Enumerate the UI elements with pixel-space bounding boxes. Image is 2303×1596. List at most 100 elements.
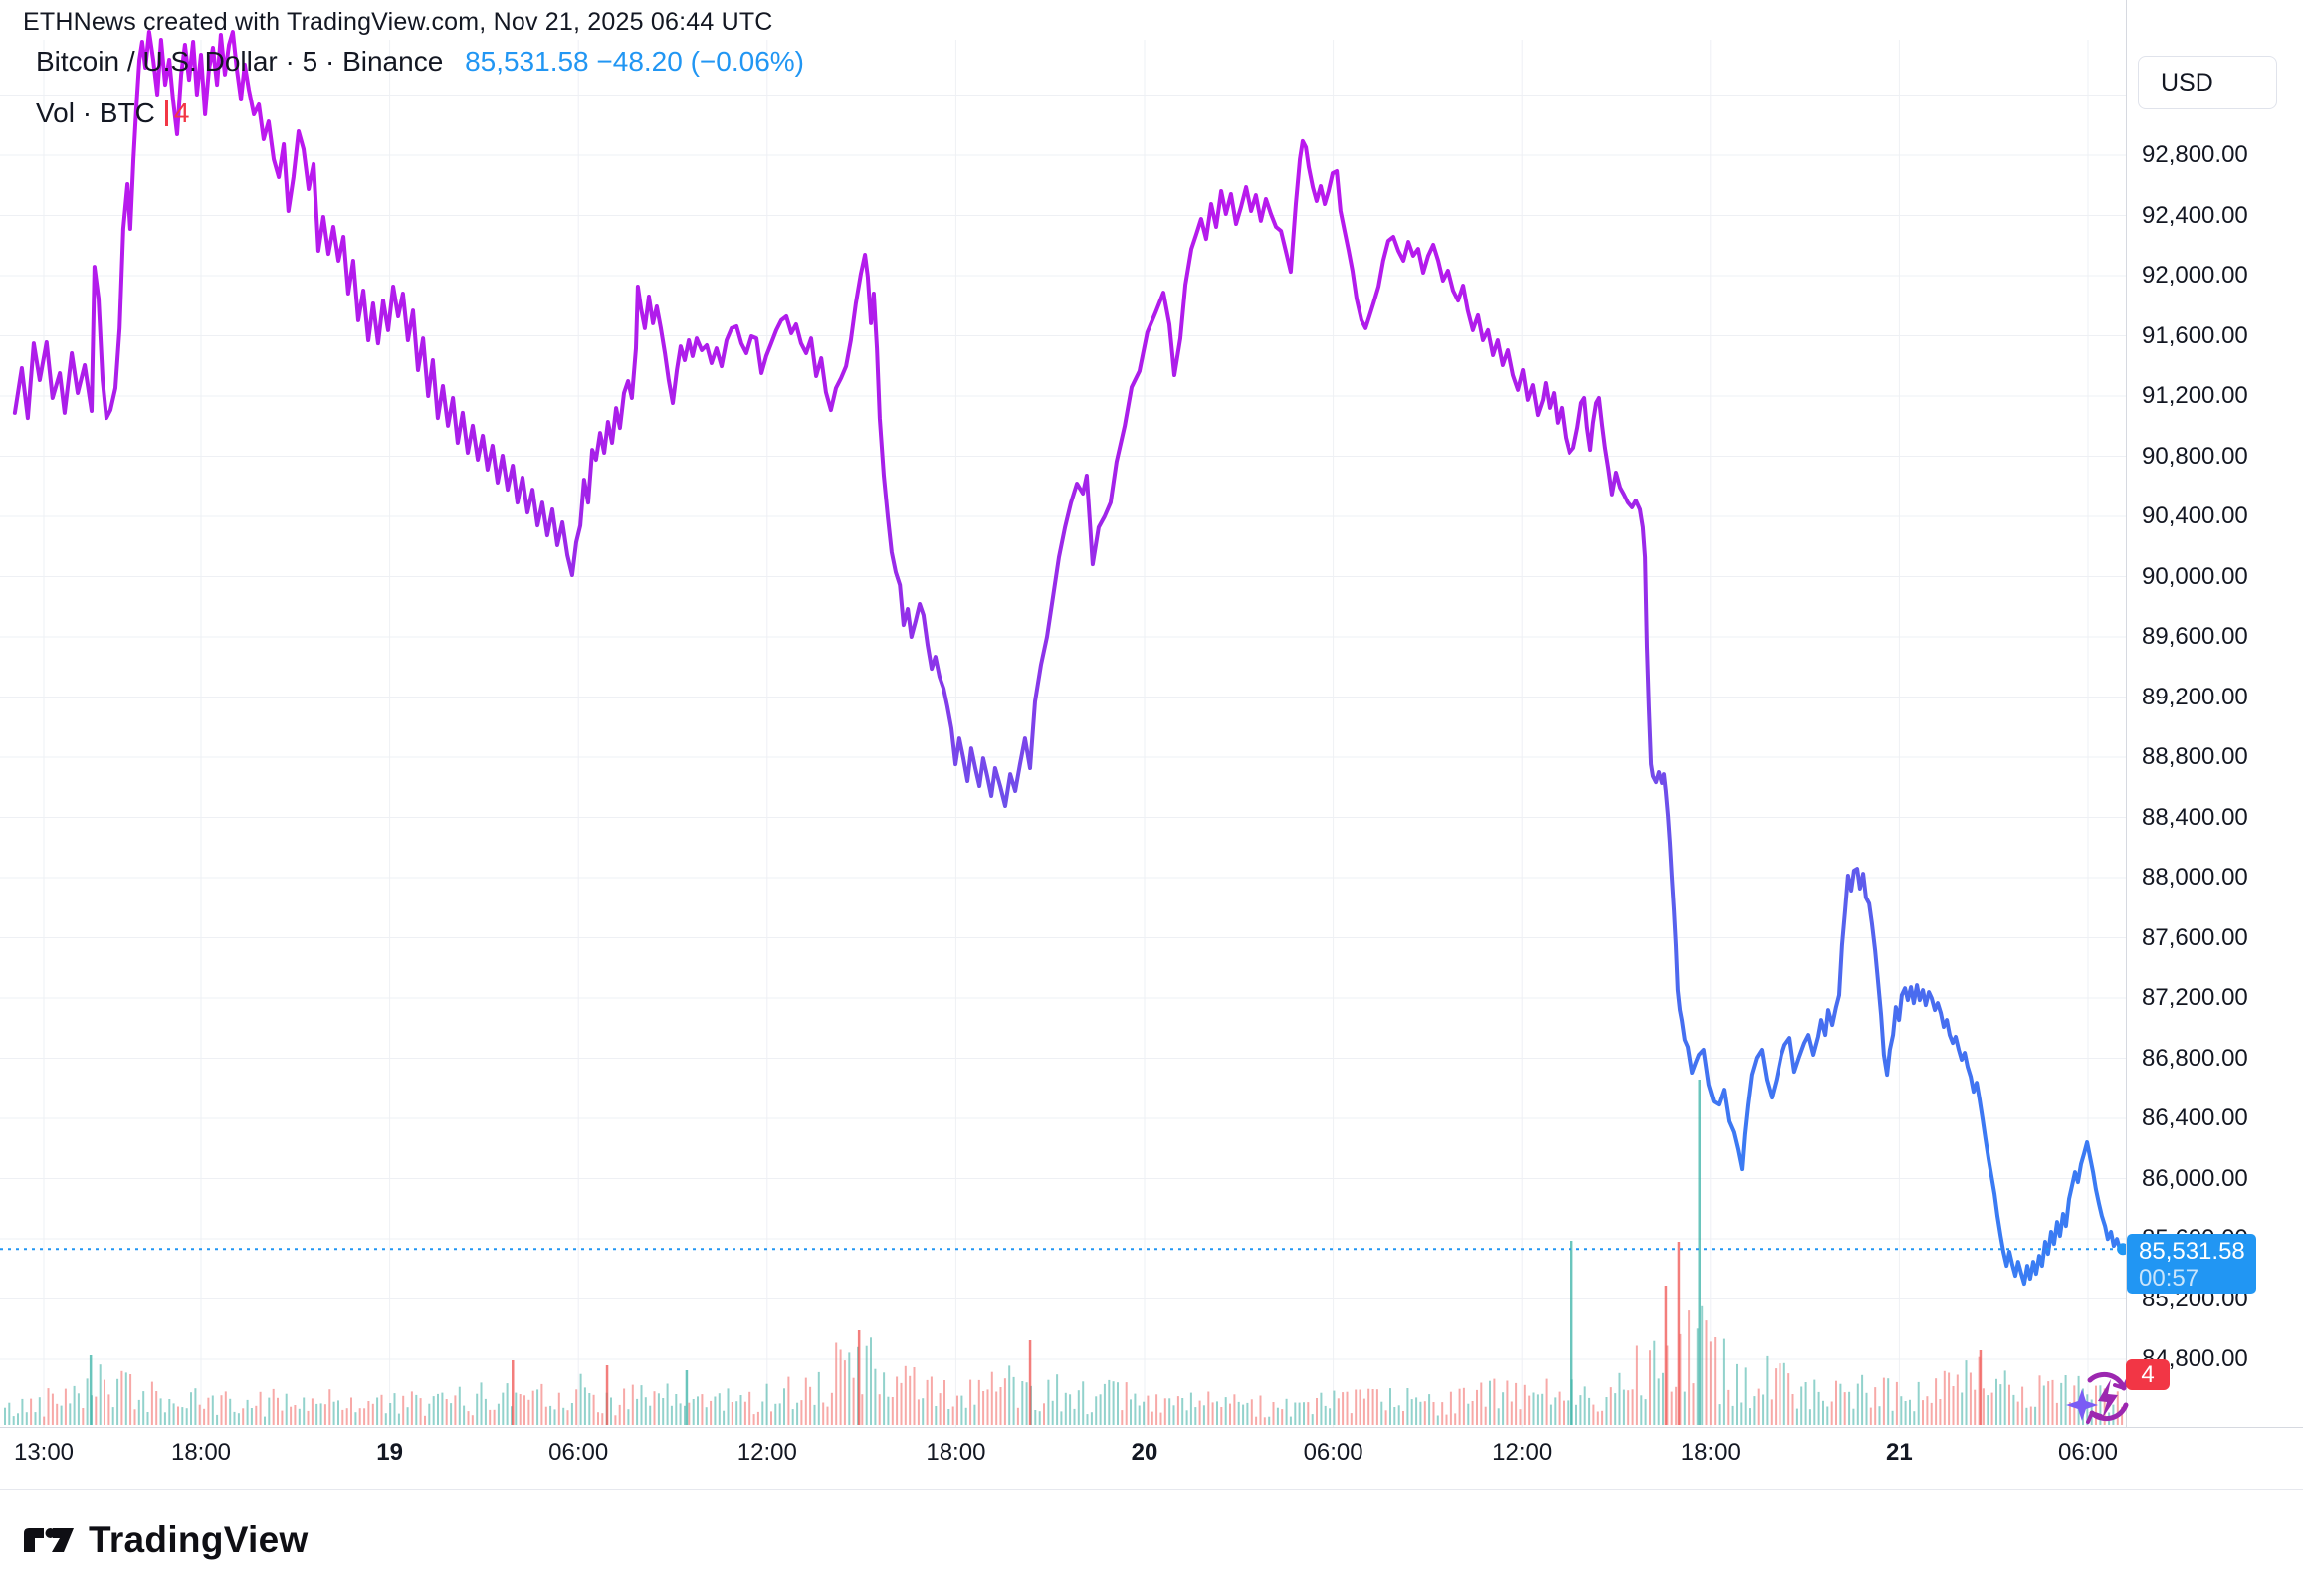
volume-bar bbox=[1618, 1372, 1621, 1425]
time-axis-separator bbox=[0, 1427, 2303, 1428]
volume-bar bbox=[1766, 1355, 1769, 1425]
volume-bar bbox=[570, 1403, 573, 1425]
volume-bar bbox=[1410, 1399, 1413, 1425]
volume-bar bbox=[1362, 1398, 1365, 1425]
volume-bar bbox=[1289, 1416, 1292, 1425]
price-tick-label: 87,200.00 bbox=[2142, 984, 2248, 1011]
chart-canvas[interactable] bbox=[0, 0, 2303, 1489]
volume-bar bbox=[588, 1393, 591, 1425]
price-tick-label: 86,400.00 bbox=[2142, 1104, 2248, 1131]
time-tick-label: 06:00 bbox=[1303, 1439, 1363, 1466]
volume-bar bbox=[1830, 1401, 1833, 1425]
volume-bar bbox=[1471, 1401, 1474, 1425]
volume-bar bbox=[2047, 1381, 2050, 1425]
volume-bar bbox=[791, 1409, 794, 1425]
time-tick-label: 21 bbox=[1886, 1439, 1913, 1466]
volume-bar bbox=[323, 1404, 326, 1425]
volume-bar bbox=[497, 1403, 500, 1425]
volume-bar bbox=[142, 1391, 145, 1425]
volume-bar bbox=[341, 1409, 344, 1425]
supercharts-bolt-icon[interactable] bbox=[2062, 1361, 2140, 1444]
volume-bar bbox=[2025, 1407, 2028, 1425]
last-price-badge: 85,531.58 00:57 bbox=[2127, 1234, 2256, 1294]
volume-bar bbox=[397, 1413, 400, 1425]
volume-bar bbox=[1649, 1350, 1651, 1425]
volume-bar bbox=[69, 1403, 72, 1425]
volume-bar bbox=[1826, 1406, 1829, 1425]
volume-bar bbox=[216, 1414, 219, 1425]
volume-bar bbox=[111, 1407, 114, 1425]
volume-bar bbox=[1813, 1379, 1816, 1425]
volume-bar bbox=[1782, 1362, 1785, 1425]
volume-bar bbox=[1948, 1372, 1951, 1425]
volume-bar bbox=[549, 1405, 552, 1425]
volume-bar bbox=[1181, 1398, 1184, 1425]
volume-bar bbox=[502, 1392, 505, 1425]
volume-bar bbox=[926, 1379, 929, 1425]
volume-bar bbox=[1922, 1400, 1924, 1425]
volume-bar bbox=[1441, 1402, 1444, 1425]
volume-spike-bar bbox=[685, 1370, 689, 1425]
volume-bar bbox=[120, 1370, 123, 1425]
volume-label: Vol · BTC bbox=[36, 98, 155, 128]
volume-bar bbox=[778, 1403, 781, 1425]
volume-bar bbox=[1125, 1382, 1128, 1425]
volume-bar bbox=[1406, 1388, 1409, 1425]
volume-bar bbox=[1134, 1393, 1137, 1425]
volume-legend[interactable]: Vol · BTC 4 bbox=[36, 98, 189, 129]
volume-bar bbox=[1189, 1392, 1192, 1425]
volume-bar bbox=[540, 1383, 543, 1425]
volume-bar bbox=[229, 1398, 232, 1425]
volume-bar bbox=[1874, 1387, 1877, 1425]
volume-bar bbox=[1567, 1400, 1570, 1425]
volume-bar bbox=[1982, 1388, 1985, 1425]
volume-bar bbox=[2008, 1384, 2010, 1425]
time-axis[interactable]: 13:00 18:00 19 06:00 12:00 18:00 20 06:00 12:00 1… bbox=[0, 1427, 2303, 1489]
volume-bar bbox=[264, 1416, 266, 1425]
tradingview-logo[interactable]: TradingView bbox=[23, 1514, 309, 1566]
volume-bar bbox=[1489, 1380, 1491, 1425]
volume-bar bbox=[1012, 1376, 1015, 1425]
volume-bar bbox=[1346, 1391, 1349, 1425]
price-tick-label: 86,800.00 bbox=[2142, 1044, 2248, 1072]
sparkle-icon bbox=[2066, 1389, 2098, 1421]
volume-bar bbox=[1117, 1382, 1119, 1425]
volume-bar bbox=[506, 1383, 509, 1425]
price-axis[interactable]: 92,800.00 92,400.00 92,000.00 91,600.00 91,2… bbox=[2126, 0, 2303, 1427]
volume-bar bbox=[203, 1408, 206, 1425]
volume-bar bbox=[82, 1408, 85, 1425]
volume-bar bbox=[332, 1401, 335, 1425]
volume-spike-bar bbox=[512, 1360, 515, 1425]
volume-bar bbox=[1423, 1401, 1426, 1425]
volume-bar bbox=[1034, 1410, 1037, 1425]
volume-bar bbox=[1493, 1378, 1496, 1425]
volume-bar bbox=[1355, 1389, 1358, 1425]
currency-usd-button[interactable]: USD bbox=[2138, 56, 2277, 109]
symbol-legend[interactable]: Bitcoin / U.S. Dollar · 5 · Binance 85,5… bbox=[36, 46, 804, 78]
price-tick-label: 92,400.00 bbox=[2142, 201, 2248, 229]
volume-bar bbox=[1900, 1396, 1903, 1425]
volume-bar bbox=[406, 1407, 409, 1425]
time-tick-label: 19 bbox=[376, 1439, 403, 1466]
volume-bar bbox=[610, 1397, 612, 1425]
volume-bar bbox=[1415, 1397, 1418, 1425]
volume-bar bbox=[986, 1389, 989, 1425]
volume-bar bbox=[883, 1372, 886, 1425]
volume-bar bbox=[1583, 1386, 1586, 1425]
alert-count-badge[interactable]: 4 bbox=[2126, 1359, 2170, 1390]
time-tick-label: 06:00 bbox=[548, 1439, 609, 1466]
volume-bar bbox=[1185, 1410, 1188, 1425]
tradingview-wordmark: TradingView bbox=[89, 1519, 309, 1560]
volume-bar bbox=[1952, 1386, 1955, 1425]
volume-bar bbox=[2003, 1370, 2006, 1425]
volume-spike-bar bbox=[1677, 1242, 1681, 1425]
volume-bar bbox=[1163, 1398, 1166, 1425]
volume-bar bbox=[1003, 1378, 1006, 1425]
volume-bar bbox=[1320, 1392, 1323, 1425]
symbol-name[interactable]: Bitcoin / U.S. Dollar · 5 · Binance bbox=[36, 46, 444, 77]
volume-bar bbox=[943, 1380, 945, 1425]
volume-bar bbox=[146, 1412, 149, 1425]
volume-bar bbox=[432, 1396, 435, 1425]
volume-bar bbox=[1999, 1384, 2002, 1425]
volume-bar bbox=[999, 1387, 1002, 1425]
